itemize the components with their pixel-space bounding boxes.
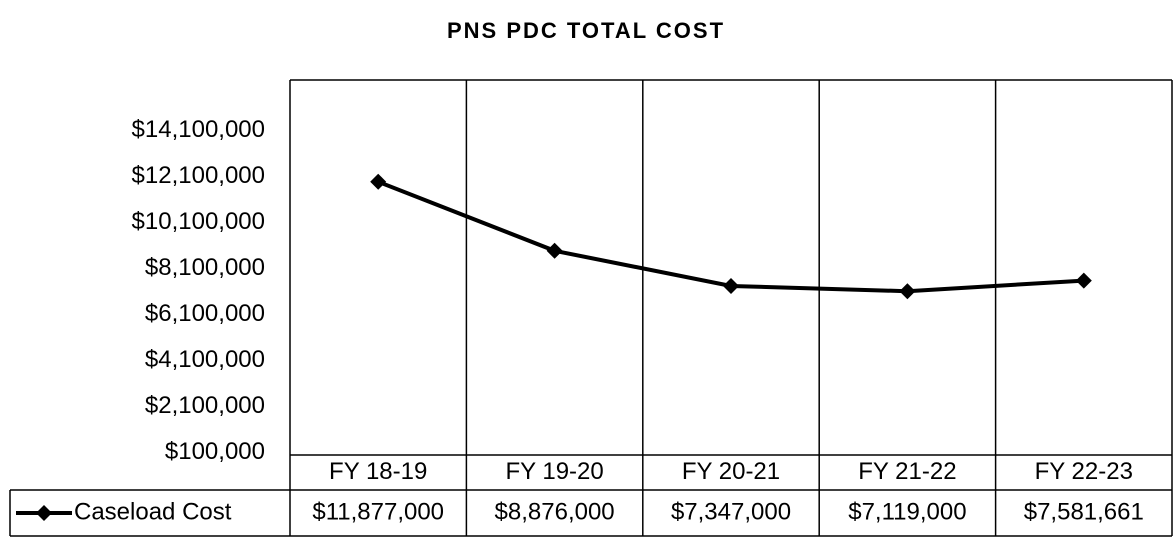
y-tick-label: $4,100,000 bbox=[145, 346, 265, 373]
y-tick-label: $2,100,000 bbox=[145, 392, 265, 419]
y-tick-label: $14,100,000 bbox=[132, 116, 265, 143]
x-tick-label: FY 21-22 bbox=[858, 458, 956, 485]
x-tick-label: FY 20-21 bbox=[682, 458, 780, 485]
y-tick-label: $6,100,000 bbox=[145, 300, 265, 327]
table-value: $7,347,000 bbox=[671, 498, 791, 525]
legend-marker bbox=[36, 505, 52, 521]
table-value: $8,876,000 bbox=[495, 498, 615, 525]
x-tick-label: FY 18-19 bbox=[329, 458, 427, 485]
marker bbox=[1075, 272, 1092, 289]
marker bbox=[723, 277, 739, 294]
marker bbox=[899, 283, 916, 300]
chart-title: PNS PDC TOTAL COST bbox=[447, 18, 725, 43]
table-value: $7,581,661 bbox=[1024, 498, 1144, 525]
marker bbox=[546, 242, 563, 259]
x-tick-label: FY 19-20 bbox=[505, 458, 603, 485]
table-value: $7,119,000 bbox=[848, 498, 966, 525]
y-tick-label: $100,000 bbox=[165, 438, 265, 465]
y-tick-label: $10,100,000 bbox=[132, 208, 265, 235]
legend-label: Caseload Cost bbox=[74, 498, 232, 525]
y-tick-label: $8,100,000 bbox=[145, 254, 265, 281]
y-tick-label: $12,100,000 bbox=[132, 162, 265, 189]
series-line bbox=[377, 179, 1084, 294]
x-tick-label: FY 22-23 bbox=[1035, 458, 1133, 485]
marker bbox=[370, 173, 387, 190]
table-value: $11,877,000 bbox=[312, 498, 444, 525]
